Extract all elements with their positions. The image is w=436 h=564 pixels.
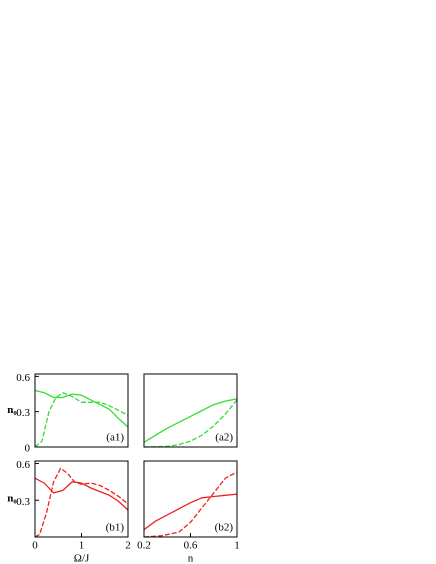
x-tick-label: 1 bbox=[234, 540, 240, 552]
y-axis-label: n₀ bbox=[7, 493, 17, 505]
y-tick-label: 0.6 bbox=[16, 372, 30, 384]
x-tick-label: 1 bbox=[79, 540, 85, 552]
data-line bbox=[34, 392, 129, 448]
data-line bbox=[34, 467, 129, 538]
x-tick-label: 2 bbox=[125, 540, 131, 552]
x-axis-label: Ω/J bbox=[74, 553, 90, 564]
plot-frame bbox=[34, 460, 129, 538]
x-tick-label: 0.2 bbox=[137, 540, 151, 552]
y-tick-label: 0.3 bbox=[16, 496, 30, 508]
panel-label: (a2) bbox=[215, 432, 233, 444]
data-line bbox=[143, 493, 238, 531]
panel-label: (a1) bbox=[106, 432, 124, 444]
data-line bbox=[34, 389, 129, 428]
plot-frame bbox=[143, 460, 238, 538]
plot-frame bbox=[143, 373, 238, 448]
y-tick-label: 0 bbox=[25, 443, 31, 455]
x-axis-label: n bbox=[188, 553, 194, 564]
x-tick-label: 0.6 bbox=[184, 540, 198, 552]
panel-label: (b2) bbox=[215, 522, 234, 534]
x-tick-label: 0 bbox=[32, 540, 38, 552]
y-tick-label: 0.3 bbox=[16, 407, 30, 419]
data-line bbox=[143, 398, 238, 443]
data-line bbox=[34, 477, 129, 511]
y-axis-label: n₀ bbox=[7, 404, 17, 416]
y-tick-label: 0.6 bbox=[16, 459, 30, 471]
panel-label: (b1) bbox=[106, 522, 125, 534]
plot-frame bbox=[34, 373, 129, 448]
data-line bbox=[143, 399, 238, 448]
data-line bbox=[143, 471, 238, 538]
